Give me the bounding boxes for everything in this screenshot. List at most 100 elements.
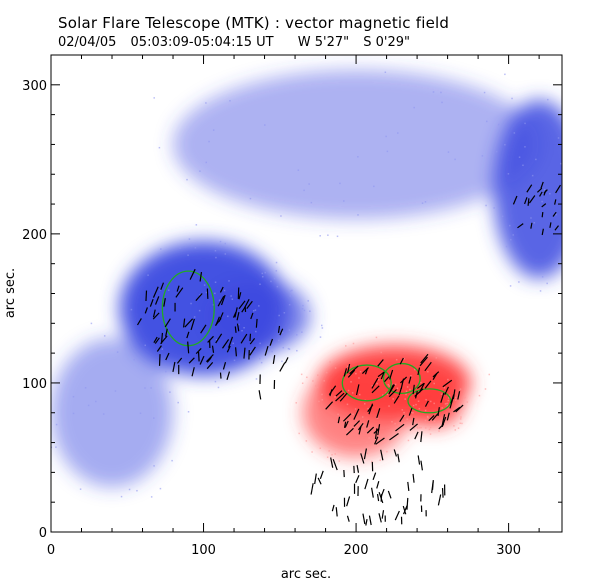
field-speckle [150, 496, 153, 498]
field-vector [387, 490, 392, 499]
field-speckle [511, 97, 513, 100]
field-vector [319, 470, 324, 479]
field-vector [437, 494, 442, 506]
field-speckle [252, 310, 255, 312]
field-speckle [72, 412, 75, 415]
field-speckle [448, 397, 450, 399]
field-speckle [116, 351, 119, 353]
field-vector [374, 436, 379, 445]
field-vector [403, 505, 408, 515]
field-vector [152, 312, 160, 320]
field-vector [541, 203, 547, 208]
field-speckle [358, 377, 360, 379]
field-speckle [275, 261, 278, 264]
field-speckle [454, 399, 457, 401]
field-vector [424, 400, 429, 407]
field-speckle [345, 345, 347, 347]
field-speckle [505, 245, 508, 248]
field-speckle [288, 348, 291, 350]
field-vector [408, 376, 412, 384]
field-speckle [560, 162, 562, 165]
field-speckle [579, 240, 581, 242]
field-speckle [161, 348, 164, 350]
field-speckle [543, 188, 546, 191]
field-speckle [261, 272, 264, 275]
field-vector [554, 225, 559, 231]
field-speckle [259, 283, 261, 286]
field-speckle [385, 135, 387, 138]
field-speckle [316, 386, 319, 388]
field-vector [258, 390, 262, 400]
field-speckle [258, 357, 261, 360]
field-vector [388, 384, 395, 395]
field-speckle [315, 385, 317, 387]
field-speckle [296, 349, 298, 352]
field-vector [332, 458, 338, 471]
field-speckle [359, 370, 362, 373]
y-tick-label: 300 [22, 79, 47, 94]
field-vector [345, 427, 354, 436]
field-vector [186, 331, 190, 339]
chart-title: Solar Flare Telescope (MTK) : vector mag… [58, 14, 450, 32]
field-speckle [486, 120, 488, 123]
field-speckle [454, 429, 457, 431]
field-speckle [87, 404, 90, 407]
negative-polarity-region [203, 278, 311, 354]
field-vector [366, 426, 375, 434]
field-vector [365, 519, 368, 526]
field-speckle [420, 426, 422, 429]
field-vector [160, 282, 165, 291]
field-speckle [334, 367, 337, 369]
field-speckle [495, 150, 498, 153]
field-speckle [337, 413, 339, 416]
field-vector [517, 223, 524, 229]
field-vector [189, 268, 196, 280]
field-vector [182, 318, 186, 328]
field-speckle [461, 422, 463, 425]
field-speckle [549, 192, 551, 195]
field-speckle [334, 396, 336, 398]
field-speckle [410, 411, 412, 414]
field-speckle [384, 71, 387, 73]
x-tick-label: 300 [496, 543, 521, 558]
field-speckle [328, 450, 330, 452]
field-speckle [321, 327, 324, 329]
field-vector [380, 488, 385, 496]
field-vector [238, 300, 246, 310]
field-vector [191, 367, 195, 377]
field-speckle [427, 370, 429, 373]
field-vector [235, 347, 237, 357]
field-vector [361, 367, 369, 375]
field-speckle [493, 207, 495, 209]
field-speckle [191, 243, 194, 246]
field-vector [356, 465, 360, 473]
field-speckle [249, 197, 252, 200]
field-vector [408, 407, 413, 416]
field-vector [190, 318, 195, 331]
field-vector [420, 353, 429, 364]
contour-layer [161, 270, 452, 414]
field-speckle [329, 361, 331, 363]
field-vector [272, 355, 276, 364]
field-speckle [428, 428, 431, 431]
field-vector [414, 431, 419, 440]
field-speckle [283, 312, 286, 314]
field-vector [236, 323, 240, 332]
field-speckle [373, 185, 375, 188]
chart-subtitle: 02/04/05 05:03:09-05:04:15 UT W 5'27" S … [58, 35, 420, 50]
field-vector [199, 355, 205, 365]
field-speckle [414, 368, 416, 371]
field-vector [244, 298, 250, 309]
field-vector [362, 513, 366, 525]
field-speckle [190, 302, 192, 305]
field-speckle [237, 323, 240, 326]
field-vector [206, 354, 214, 363]
field-speckle [416, 426, 418, 428]
field-vector [399, 357, 404, 365]
field-vector [207, 335, 214, 343]
field-vector [246, 300, 253, 309]
field-vector [153, 336, 158, 343]
field-speckle [230, 295, 232, 297]
field-speckle [427, 416, 429, 419]
x-tick-label: 200 [344, 543, 369, 558]
